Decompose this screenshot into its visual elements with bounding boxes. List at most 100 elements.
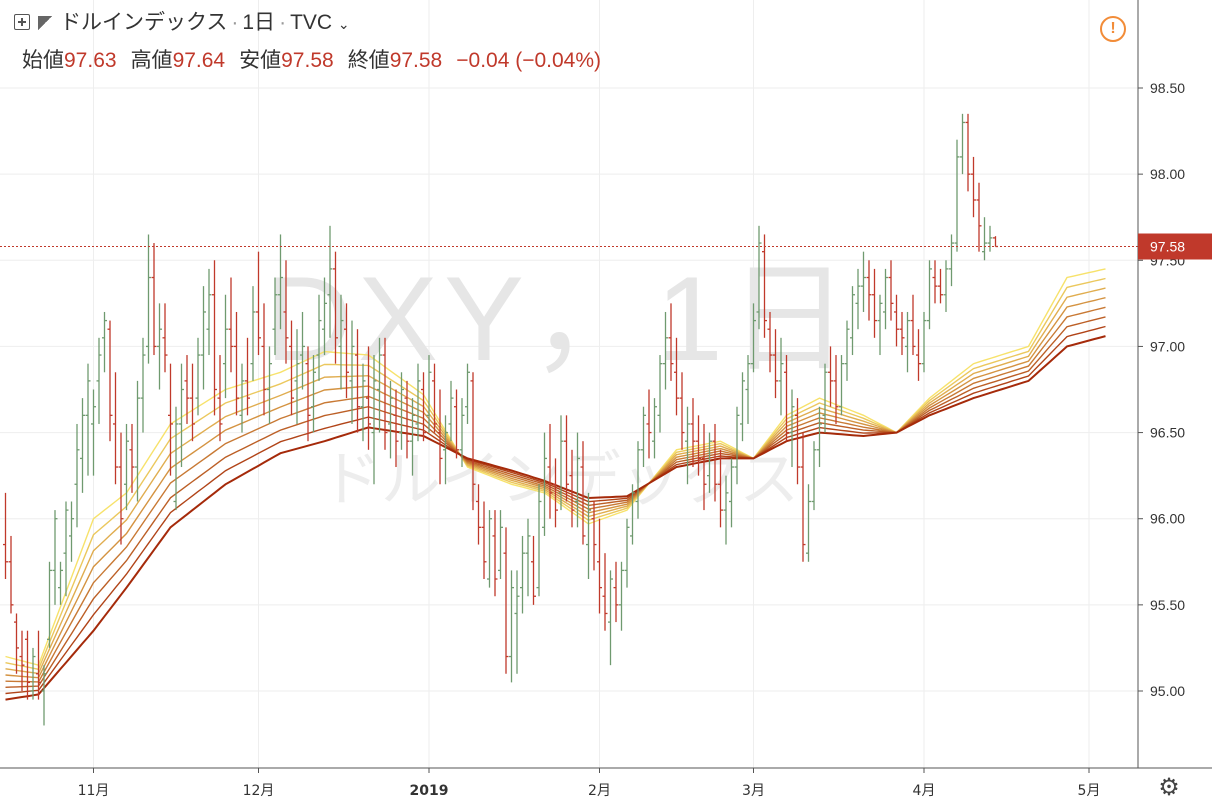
ohlc-bar: [542, 432, 547, 536]
ohlc-bar: [921, 311, 927, 373]
ohlc-legend: 始値97.63 高値97.64 安値97.58 終値97.58 −0.04 (−0.04…: [22, 44, 615, 74]
ohlc-bar: [278, 234, 283, 330]
price-tick-label: 96.50: [1150, 425, 1185, 441]
ohlc-bar: [234, 311, 239, 416]
high-label: 高値: [130, 49, 173, 72]
ohlc-bar: [107, 320, 113, 442]
gear-icon[interactable]: ⚙: [1158, 774, 1180, 801]
ohlc-bar: [756, 225, 762, 330]
ohlc-bar: [74, 423, 80, 528]
ohlc-bar: [547, 423, 553, 519]
ohlc-bar: [272, 277, 278, 356]
ohlc-bar: [371, 355, 377, 485]
ohlc-bar: [294, 329, 300, 424]
ohlc-bar: [553, 458, 558, 528]
ohlc-bar: [866, 260, 872, 321]
ohlc-bar: [828, 346, 833, 407]
ohlc-bar: [459, 398, 465, 468]
ohlc-bar: [212, 260, 217, 416]
chart-grid: [0, 0, 1138, 768]
ohlc-bar: [657, 355, 663, 433]
ohlc-bars: [3, 113, 998, 726]
ohlc-bar: [894, 294, 899, 347]
interval-label[interactable]: 1日: [242, 11, 276, 34]
time-tick-label: 11月: [78, 783, 110, 799]
ohlc-bar: [751, 303, 756, 373]
ohlc-bar: [833, 355, 839, 424]
price-tick-label: 95.00: [1150, 683, 1185, 699]
ohlc-bar: [190, 363, 195, 442]
change-value: −0.04 (−0.04%): [456, 49, 602, 72]
ohlc-bar: [151, 243, 157, 356]
ohlc-bar: [25, 630, 30, 700]
time-tick-label: 3月: [742, 783, 765, 799]
time-axis-bg: [0, 768, 1212, 808]
time-axis[interactable]: 11月 12月 2019 2月 3月 4月 5月: [0, 767, 1212, 808]
ohlc-bar: [415, 363, 421, 442]
ohlc-bar: [861, 251, 866, 312]
ohlc-bar: [338, 294, 344, 390]
last-price-tag: 97.58: [1138, 233, 1212, 260]
ohlc-bar: [916, 329, 921, 381]
ohlc-bar: [426, 355, 432, 433]
ohlc-bar: [157, 303, 162, 390]
ohlc-bar: [47, 561, 52, 648]
ohlc-bar: [228, 277, 234, 373]
separator: ·: [279, 11, 287, 34]
time-tick-label: 12月: [243, 783, 275, 799]
alert-circle-icon[interactable]: !: [1100, 16, 1126, 42]
ohlc-bar: [943, 260, 949, 312]
price-tick-label: 97.00: [1150, 338, 1185, 354]
ohlc-bar: [575, 432, 580, 528]
ohlc-bar: [580, 441, 586, 545]
ohlc-bar: [888, 260, 894, 321]
ohlc-bar: [630, 484, 635, 545]
ohlc-bar: [140, 337, 146, 433]
ohlc-bar: [701, 423, 707, 511]
ohlc-bar: [283, 260, 289, 364]
ohlc-bar: [404, 380, 410, 459]
ohlc-bar: [712, 423, 718, 502]
ohlc-bar: [696, 415, 701, 476]
close-label: 終値: [347, 49, 390, 72]
price-tick-label: 98.50: [1150, 80, 1185, 96]
ohlc-bar: [96, 337, 102, 424]
ohlc-bar: [492, 510, 498, 597]
ohlc-bar: [355, 329, 360, 433]
ohlc-bar: [239, 363, 245, 433]
ohlc-bar: [987, 225, 993, 252]
close-value: 97.58: [389, 49, 443, 72]
ohlc-bar: [388, 380, 393, 459]
ohlc-bar: [256, 251, 261, 356]
symbol-header[interactable]: ドルインデックス · 1日 · TVC ⌄: [14, 6, 350, 36]
ohlc-bar: [443, 415, 448, 485]
ohlc-bar: [767, 311, 773, 373]
ohlc-bar: [267, 346, 272, 424]
ohlc-bar: [982, 217, 987, 261]
ohlc-bar: [965, 113, 971, 192]
ohlc-bar: [729, 458, 734, 528]
ohlc-bar: [635, 441, 641, 519]
ohlc-bar: [800, 432, 806, 562]
ohlc-bar: [58, 561, 63, 605]
open-value: 97.63: [64, 49, 117, 72]
source-label: TVC: [290, 11, 333, 34]
price-tick-label: 98.00: [1150, 166, 1185, 182]
ohlc-bar: [360, 363, 366, 442]
ohlc-bar: [498, 510, 503, 580]
ohlc-bar: [118, 432, 124, 545]
ohlc-bar: [69, 501, 74, 562]
ohlc-bar: [129, 423, 135, 493]
ohlc-bar: [300, 311, 305, 390]
ohlc-bar: [899, 311, 905, 356]
ohlc-bar: [124, 423, 129, 511]
ohlc-bar: [591, 501, 597, 571]
ohlc-bar: [437, 389, 443, 485]
chevron-down-icon[interactable]: ⌄: [337, 16, 350, 32]
compare-plus-icon[interactable]: [14, 14, 30, 30]
ohlc-bar: [3, 492, 8, 580]
ohlc-bar: [333, 251, 338, 364]
ohlc-bar: [201, 286, 206, 390]
